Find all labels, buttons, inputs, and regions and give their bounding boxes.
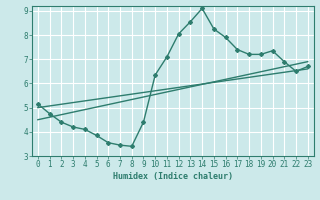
X-axis label: Humidex (Indice chaleur): Humidex (Indice chaleur) xyxy=(113,172,233,181)
